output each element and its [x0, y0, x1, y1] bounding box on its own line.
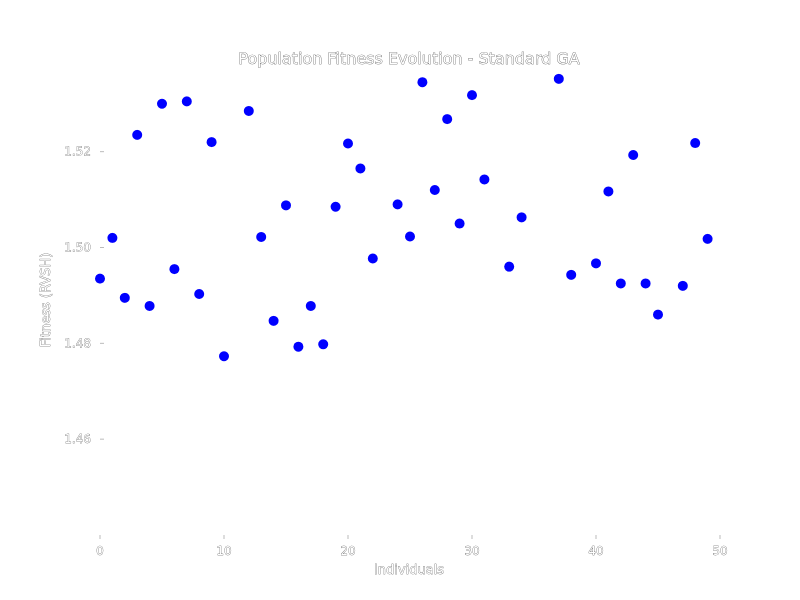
data-point — [194, 288, 205, 299]
data-point — [119, 292, 130, 303]
x-tick-label: 0 — [96, 544, 104, 558]
data-point — [628, 150, 639, 161]
data-point — [256, 231, 267, 242]
data-point — [318, 339, 329, 350]
data-point — [702, 233, 713, 244]
data-point — [615, 278, 626, 289]
y-tick-label: 1.50 — [64, 241, 91, 255]
x-tick-label: 40 — [588, 544, 603, 558]
chart-title: Population Fitness Evolution - Standard … — [238, 49, 579, 68]
data-point — [677, 280, 688, 291]
data-point — [690, 138, 701, 149]
y-tick-label: 1.48 — [64, 336, 91, 350]
data-point — [219, 351, 229, 362]
data-point — [442, 114, 453, 125]
data-point — [566, 269, 577, 280]
data-point — [653, 309, 663, 320]
data-point — [157, 98, 167, 109]
data-point — [591, 258, 601, 269]
y-axis-label: Fitness (RVSH) — [39, 253, 54, 348]
data-point — [479, 174, 490, 185]
data-point — [553, 73, 564, 84]
data-point — [429, 185, 440, 195]
data-point — [516, 212, 527, 223]
y-tick-label: 1.46 — [64, 432, 91, 446]
data-point — [132, 129, 143, 140]
data-point — [181, 96, 192, 107]
data-point — [454, 218, 465, 229]
data-point — [405, 231, 415, 242]
data-point — [95, 273, 105, 284]
x-tick-label: 10 — [216, 544, 231, 558]
data-points — [95, 73, 713, 362]
x-axis-label: Individuals — [374, 563, 444, 578]
data-point — [467, 90, 477, 101]
x-tick-label: 30 — [464, 544, 479, 558]
data-point — [293, 341, 304, 352]
data-point — [305, 300, 316, 311]
data-point — [603, 186, 614, 197]
y-axis: 1.46 1.48 1.50 1.52 — [64, 144, 104, 446]
data-point — [343, 138, 353, 149]
x-tick-label: 50 — [712, 544, 727, 558]
x-tick-label: 20 — [340, 544, 355, 558]
data-point — [392, 199, 403, 210]
data-point — [330, 201, 341, 212]
data-point — [206, 137, 217, 148]
data-point — [169, 264, 180, 275]
data-point — [107, 232, 118, 243]
y-tick-label: 1.52 — [64, 145, 91, 159]
data-point — [355, 163, 366, 174]
data-point — [504, 261, 515, 272]
data-point — [268, 315, 279, 326]
data-point — [144, 300, 155, 311]
x-axis: 0 10 20 30 40 50 — [96, 535, 728, 558]
data-point — [281, 200, 291, 211]
data-point — [417, 77, 428, 88]
data-point — [367, 253, 378, 264]
data-point — [640, 278, 651, 289]
data-point — [243, 105, 254, 116]
